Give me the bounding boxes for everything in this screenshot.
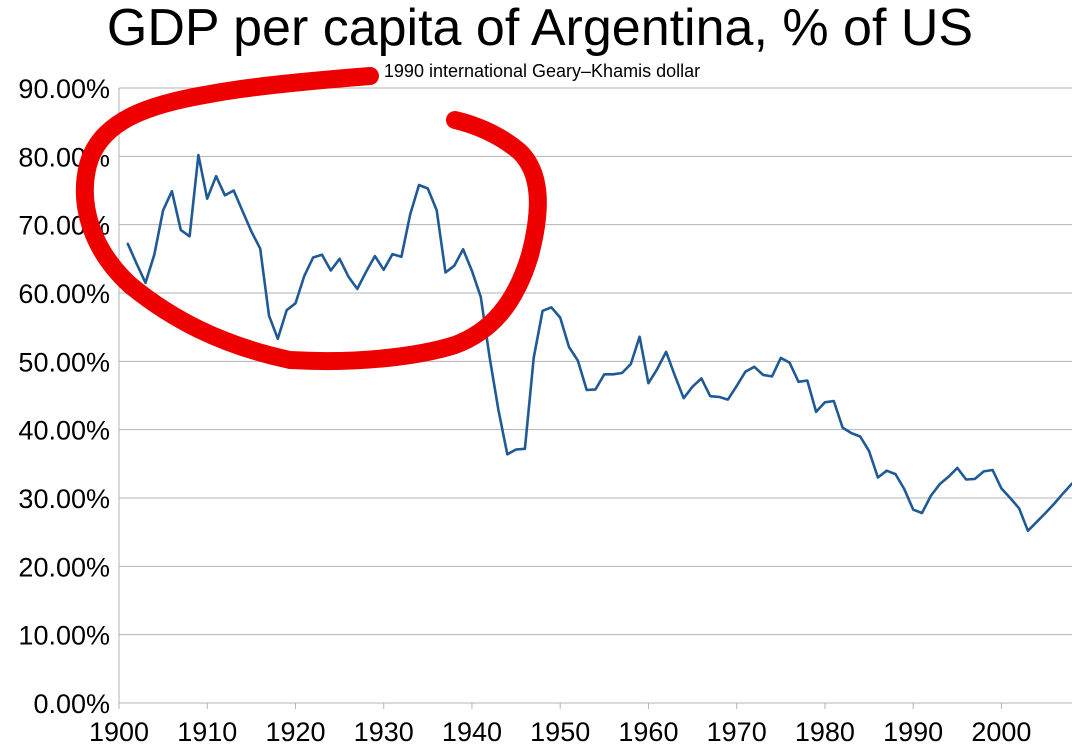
x-tick-label: 1940: [442, 717, 502, 747]
red-freehand-circle-annotation: [76, 67, 547, 371]
y-tick-label: 30.00%: [18, 484, 110, 514]
series-line-argentina: [126, 153, 1072, 533]
x-tick-label: 1950: [530, 717, 590, 747]
x-axis-ticks: 1900 1910 1920 1930 1940 1950 1960 1970 1980 1990…: [89, 703, 1031, 747]
y-tick-label: 90.00%: [18, 74, 110, 104]
y-axis-ticks: 0.00% 10.00% 20.00% 30.00% 40.00% 50.00% 60.00…: [18, 74, 110, 719]
y-tick-label: 50.00%: [18, 347, 110, 377]
x-tick-label: 1980: [795, 717, 855, 747]
x-tick-label: 2000: [971, 717, 1031, 747]
grid-lines: [118, 87, 1072, 704]
y-tick-label: 60.00%: [18, 279, 110, 309]
x-tick-label: 1960: [618, 717, 678, 747]
chart-subtitle: 1990 international Geary–Khamis dollar: [384, 61, 700, 81]
y-tick-label: 0.00%: [33, 689, 110, 719]
x-tick-label: 1930: [354, 717, 414, 747]
chart-title: GDP per capita of Argentina, % of US: [107, 0, 973, 57]
y-tick-label: 40.00%: [18, 416, 110, 446]
y-tick-label: 20.00%: [18, 552, 110, 582]
y-tick-label: 10.00%: [18, 621, 110, 651]
x-tick-label: 1920: [265, 717, 325, 747]
x-tick-label: 1900: [89, 717, 149, 747]
x-tick-label: 1910: [177, 717, 237, 747]
x-tick-label: 1990: [883, 717, 943, 747]
x-tick-label: 1970: [707, 717, 767, 747]
